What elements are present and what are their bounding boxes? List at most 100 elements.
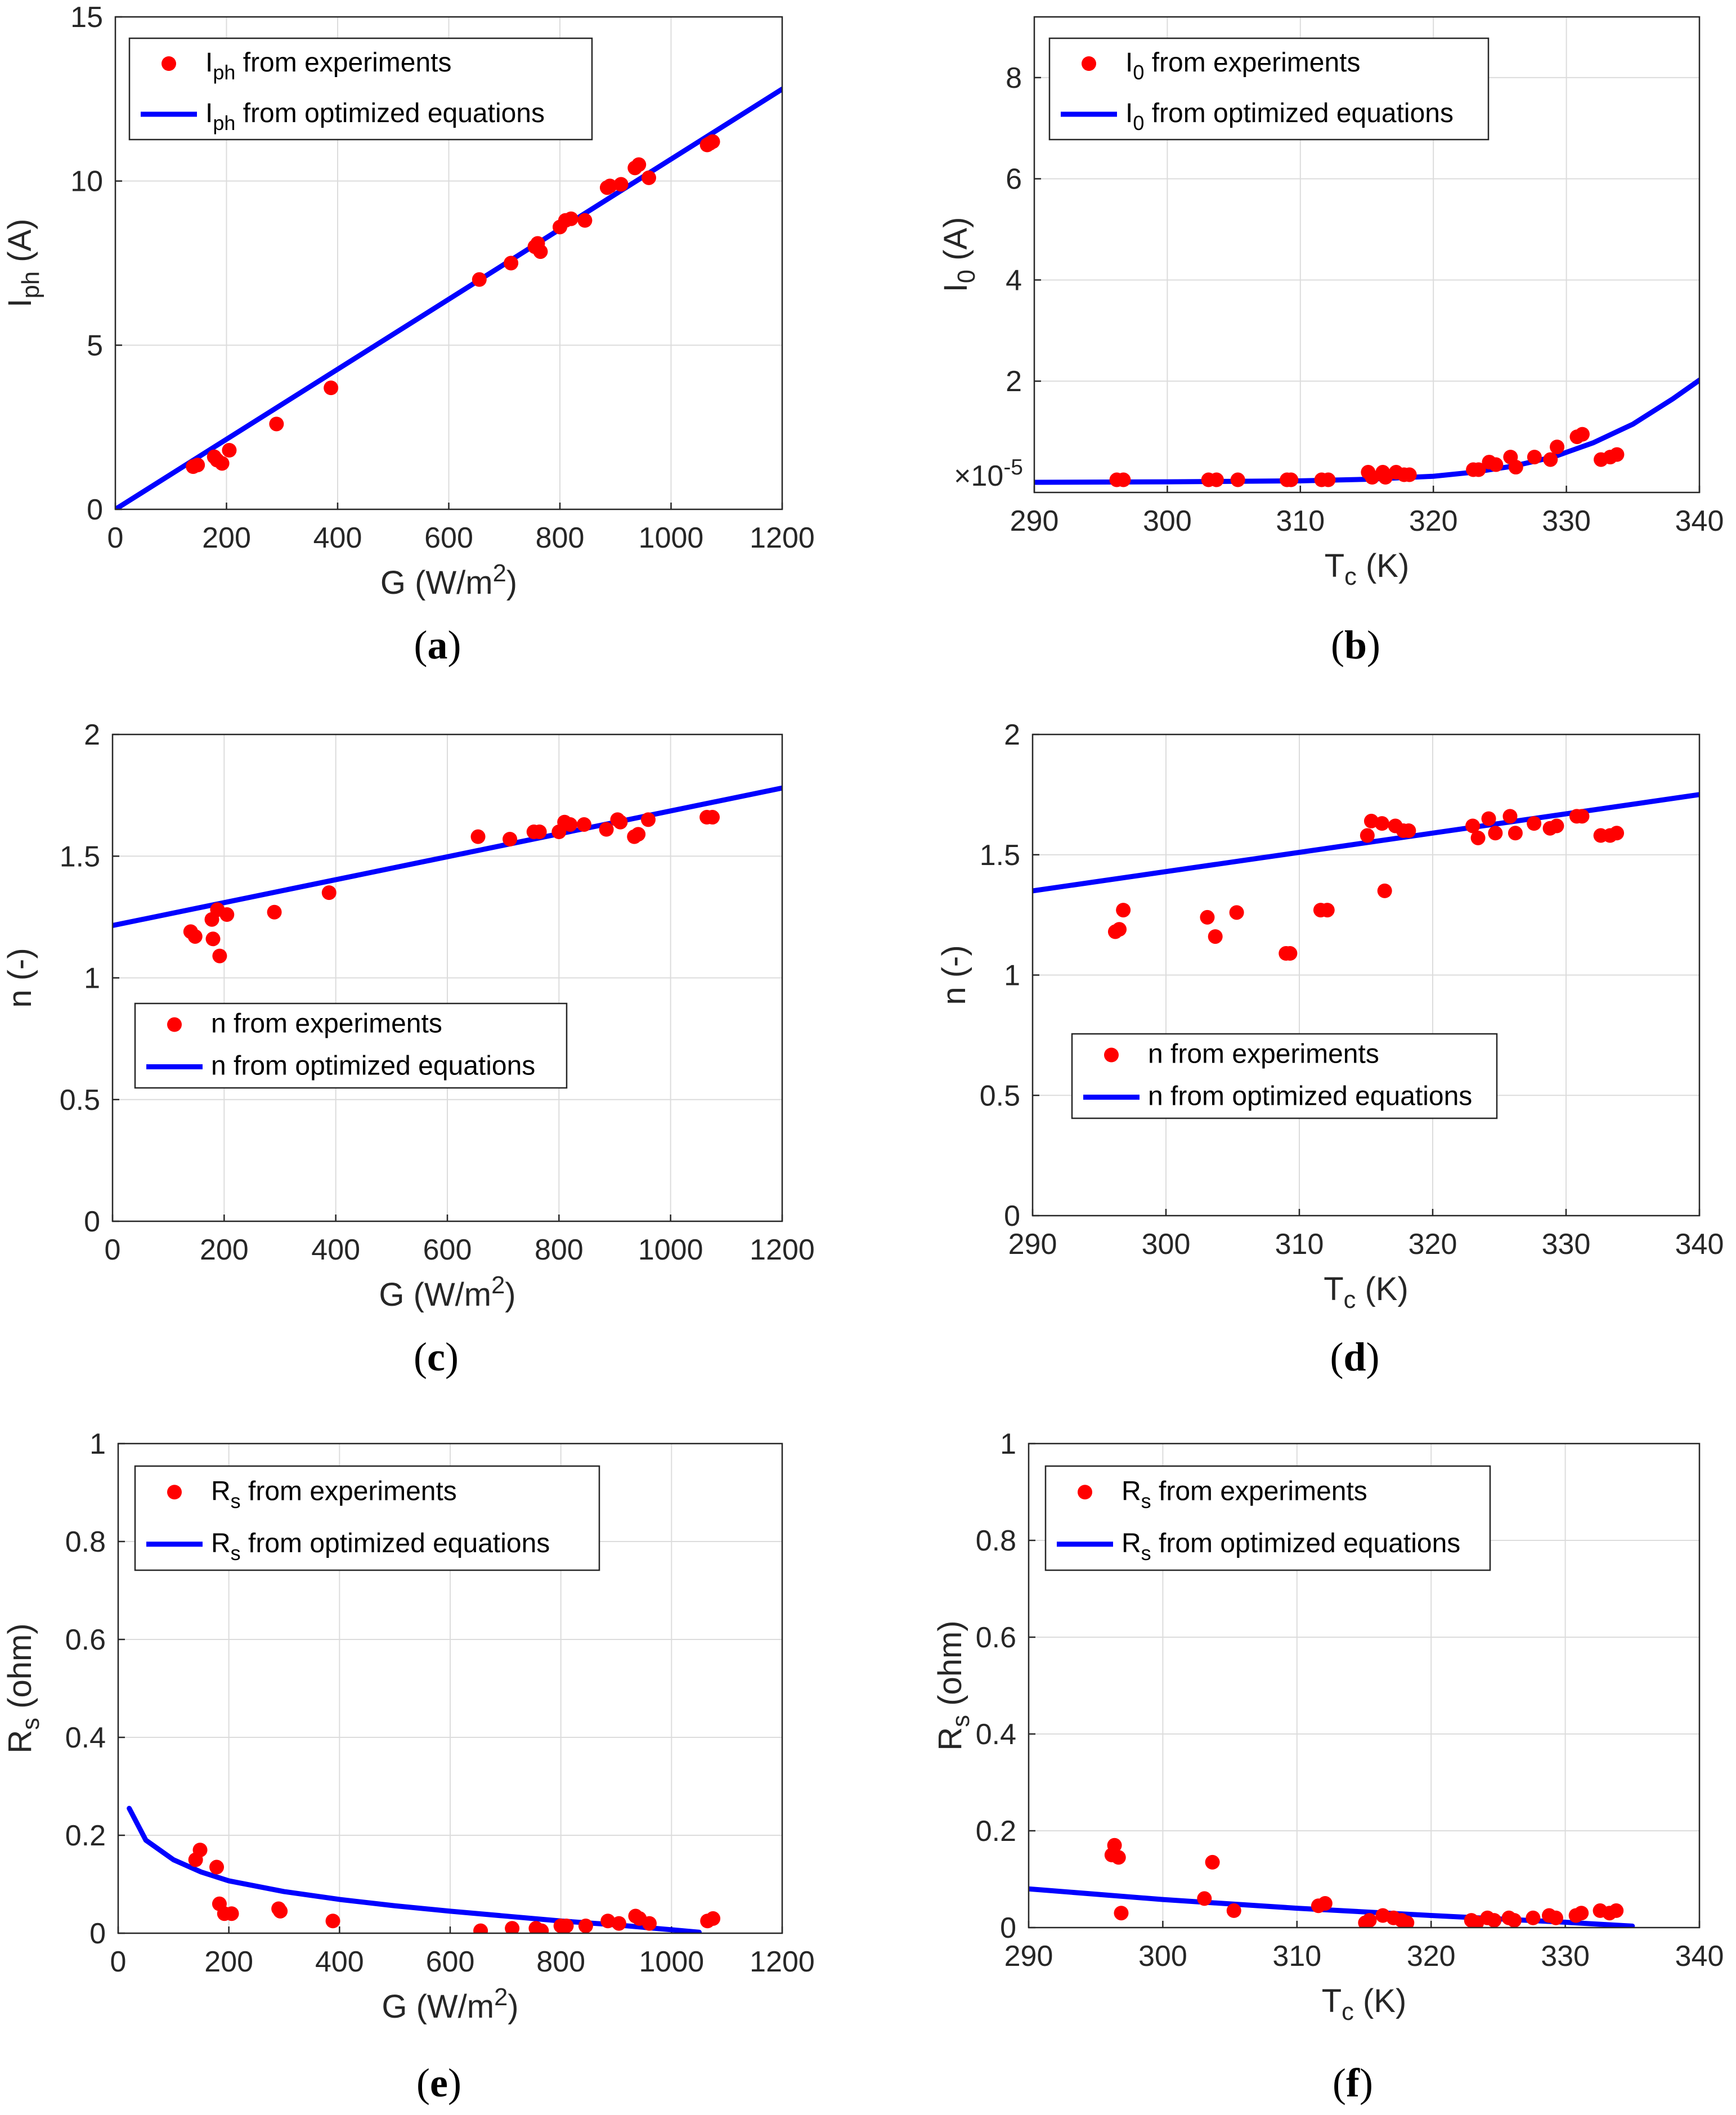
x-tick-label: 800 <box>536 522 585 554</box>
y-tick-label: 0.2 <box>976 1815 1016 1848</box>
data-point <box>1526 1910 1541 1925</box>
data-point <box>1507 1913 1522 1928</box>
y-axis-label: Iph (A) <box>2 219 44 308</box>
panel-caption: (d) <box>1330 1334 1379 1379</box>
legend: I0 from experiments I0 from optimized equ… <box>1048 37 1490 141</box>
data-point <box>1401 823 1416 838</box>
y-tick-label: 0.8 <box>976 1525 1016 1557</box>
data-point <box>613 814 628 830</box>
data-point <box>1360 828 1375 843</box>
data-point <box>1320 903 1335 918</box>
data-point <box>1470 830 1486 845</box>
legend-box <box>1048 37 1490 141</box>
x-axis-label: G (W/m2) <box>379 1272 515 1313</box>
y-tick-label: 10 <box>70 165 103 198</box>
x-tick-label: 300 <box>1143 505 1192 537</box>
data-point <box>192 1843 208 1858</box>
data-point <box>1112 922 1127 937</box>
data-point <box>1488 826 1503 841</box>
data-point <box>1197 1891 1212 1906</box>
x-tick-label: 1200 <box>750 1946 815 1978</box>
legend: n from experiments n from optimized equat… <box>134 1002 568 1089</box>
x-axis-label: Tc (K) <box>1325 548 1410 590</box>
data-point <box>1107 1838 1122 1853</box>
y-axis-label: n (-) <box>936 945 972 1005</box>
data-point <box>1111 1850 1126 1865</box>
chart-panel-c: 0 200 400 600 800 1000 1200 0 0.5 1 1.5 2 n from exp… <box>2 719 815 1379</box>
y-tick-label: 1 <box>84 962 100 995</box>
data-point <box>505 1921 520 1933</box>
x-tick-label: 340 <box>1675 1228 1724 1261</box>
y-tick-label: 2 <box>1006 365 1022 398</box>
chart-panel-b: 290 300 310 320 330 340 2 4 6 8 ×10-5 I0 from exper… <box>937 16 1724 667</box>
data-point <box>1399 1915 1415 1928</box>
data-point <box>324 380 339 396</box>
axes-frame <box>117 1442 783 1934</box>
data-point <box>642 1916 657 1931</box>
data-point <box>504 256 519 271</box>
fit-line <box>1029 1886 1635 1928</box>
series-layer <box>113 785 782 964</box>
x-tick-label: 1200 <box>750 1234 815 1266</box>
legend-marker <box>1104 1047 1119 1063</box>
x-axis-label: Tc (K) <box>1324 1271 1408 1314</box>
data-point <box>1543 452 1558 467</box>
legend-marker <box>162 56 176 71</box>
y-tick-label: 0.6 <box>976 1621 1016 1654</box>
legend-label: Rs from optimized equations <box>211 1529 550 1565</box>
data-point <box>1549 818 1564 834</box>
y-tick-label: 0.6 <box>65 1624 106 1656</box>
data-point <box>578 1918 593 1933</box>
data-point <box>1230 472 1245 487</box>
data-point <box>1481 811 1496 826</box>
chart-panel-a: 0 200 400 600 800 1000 1200 0 5 10 15 Iph from expe… <box>2 1 815 667</box>
y-tick-label: 15 <box>70 1 103 34</box>
data-point <box>611 1916 626 1931</box>
x-tick-label: 290 <box>1010 505 1059 537</box>
legend-marker <box>1078 1485 1092 1500</box>
y-tick-label: 2 <box>1004 719 1020 751</box>
series-layer <box>1033 792 1699 961</box>
y-axis-label: Rs (ohm) <box>932 1620 975 1750</box>
data-point <box>472 272 487 287</box>
x-tick-label: 400 <box>313 522 362 554</box>
data-point <box>1508 460 1523 475</box>
data-point <box>1116 903 1131 918</box>
data-point <box>563 817 578 832</box>
x-tick-label: 330 <box>1541 1940 1590 1973</box>
data-point <box>705 810 720 825</box>
data-point <box>1116 472 1131 487</box>
data-point <box>205 931 221 947</box>
data-point <box>1205 1854 1220 1870</box>
fit-line <box>1033 792 1699 894</box>
y-tick-label: 4 <box>1006 264 1022 297</box>
y-exponent-label: ×10-5 <box>954 455 1023 492</box>
x-tick-label: 400 <box>311 1234 360 1266</box>
x-tick-label: 0 <box>110 1946 127 1978</box>
data-point <box>602 178 617 194</box>
axes-frame <box>1033 16 1701 494</box>
axes-frame <box>111 733 783 1222</box>
x-tick-label: 600 <box>423 1234 472 1266</box>
y-tick-label: 1.5 <box>60 840 100 873</box>
y-tick-label: 1.5 <box>980 839 1020 872</box>
series-layer <box>115 86 782 509</box>
x-tick-label: 320 <box>1407 1940 1456 1973</box>
x-tick-label: 1000 <box>639 522 704 554</box>
y-axis-label: Rs (ohm) <box>2 1623 44 1753</box>
legend-label: Iph from experiments <box>205 48 452 84</box>
data-point <box>1574 809 1590 824</box>
legend: n from experiments n from optimized equat… <box>1071 1033 1498 1119</box>
data-point <box>631 827 646 842</box>
data-point <box>534 1923 549 1933</box>
data-point <box>1465 818 1481 834</box>
legend-box <box>1071 1033 1498 1119</box>
data-point <box>321 885 337 900</box>
data-point <box>1574 1906 1589 1921</box>
legend-label: Rs from experiments <box>1122 1476 1367 1512</box>
data-point <box>1114 1906 1129 1921</box>
y-tick-label: 0.4 <box>976 1718 1016 1751</box>
data-point <box>1209 472 1224 487</box>
data-point <box>1377 883 1392 898</box>
x-tick-label: 300 <box>1138 1940 1187 1973</box>
